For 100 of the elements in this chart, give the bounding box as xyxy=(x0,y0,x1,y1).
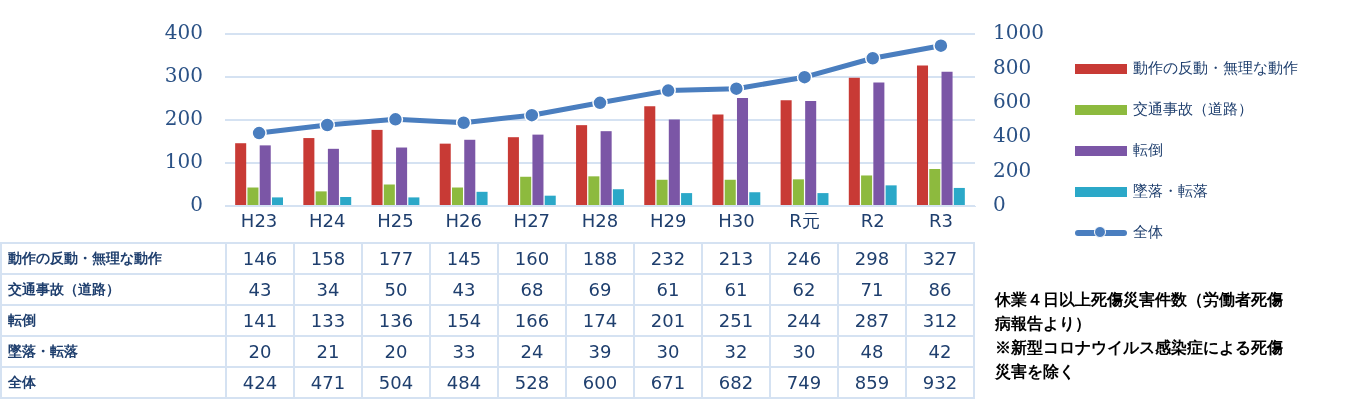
y-tick-label: 0 xyxy=(190,192,203,217)
data-label: 24 xyxy=(498,336,566,367)
x-tick-label: R元 xyxy=(789,210,820,232)
bar xyxy=(396,147,408,205)
text: 墜落・転落 xyxy=(8,342,78,359)
data-label: 158 xyxy=(294,243,362,274)
data-label: 154 xyxy=(430,305,498,336)
point xyxy=(933,37,949,54)
data-label: 133 xyxy=(294,305,362,336)
x-tick-label: H23 xyxy=(240,210,278,232)
data-label: 145 xyxy=(430,243,498,274)
data-label: 600 xyxy=(566,367,634,398)
x-tick-label: H30 xyxy=(718,210,755,232)
bar xyxy=(507,137,519,205)
data-label: 251 xyxy=(702,305,770,336)
bar xyxy=(712,114,724,205)
data-label: 749 xyxy=(770,367,838,398)
bar xyxy=(340,196,352,205)
data-label: 424 xyxy=(226,367,294,398)
data-label: 42 xyxy=(906,336,974,367)
data-label: 43 xyxy=(430,274,498,305)
text: 動作の反動・無理な動作 xyxy=(8,249,162,266)
bar xyxy=(439,143,451,205)
legend-label: 転倒 xyxy=(1133,141,1163,160)
data-label: 177 xyxy=(362,243,430,274)
x-tick-label: H27 xyxy=(513,210,551,232)
text: 転倒 xyxy=(8,311,36,328)
bar xyxy=(612,189,624,205)
bar xyxy=(656,179,668,205)
data-label: 859 xyxy=(838,367,906,398)
bar xyxy=(476,191,488,205)
y2-tick-label: 800 xyxy=(993,54,1032,79)
bar xyxy=(315,191,327,205)
x-tick-label: H29 xyxy=(649,210,687,232)
data-label: 21 xyxy=(294,336,362,367)
data-label: 20 xyxy=(362,336,430,367)
point xyxy=(387,111,404,128)
point xyxy=(251,125,267,141)
bar xyxy=(247,187,259,205)
x-tick-label: H28 xyxy=(581,210,619,232)
data-label: 160 xyxy=(498,243,566,274)
bar xyxy=(235,143,247,205)
legend-label: 全体 xyxy=(1133,223,1163,242)
bar xyxy=(780,100,792,205)
legend-label: 動作の反動・無理な動作 xyxy=(1133,59,1298,78)
bar xyxy=(724,179,736,205)
bar xyxy=(383,184,395,205)
bar xyxy=(953,187,965,205)
bar xyxy=(259,145,271,205)
point xyxy=(319,117,336,133)
data-label: 62 xyxy=(770,274,838,305)
y-tick-label: 300 xyxy=(164,63,203,88)
bar xyxy=(817,193,829,205)
data-label: 312 xyxy=(906,305,974,336)
data-label: 484 xyxy=(430,367,498,398)
data-label: 671 xyxy=(634,367,702,398)
bar xyxy=(327,148,339,205)
legend-label: 墜落・転落 xyxy=(1133,182,1208,201)
data-label: 504 xyxy=(362,367,430,398)
data-label: 20 xyxy=(226,336,294,367)
bar xyxy=(520,176,532,205)
bar xyxy=(644,106,656,205)
bar xyxy=(916,65,929,205)
y-tick-label: 200 xyxy=(164,106,203,131)
data-label: 146 xyxy=(226,243,294,274)
data-label: 50 xyxy=(362,274,430,305)
y2-tick-label: 400 xyxy=(993,123,1032,148)
point xyxy=(592,95,608,111)
data-label: 33 xyxy=(430,336,498,367)
data-label: 141 xyxy=(226,305,294,336)
bar xyxy=(861,175,873,205)
point xyxy=(796,69,813,85)
bar xyxy=(408,197,420,205)
data-label: 69 xyxy=(566,274,634,305)
text: 全体 xyxy=(8,373,36,390)
x-tick-label: H24 xyxy=(309,210,346,232)
bar xyxy=(929,169,941,205)
bar xyxy=(941,71,953,205)
y2-tick-label: 1000 xyxy=(993,20,1044,45)
data-label: 39 xyxy=(566,336,634,367)
y2-tick-label: 0 xyxy=(993,192,1006,217)
bar xyxy=(885,185,897,205)
x-tick-label: R2 xyxy=(860,210,885,232)
bar xyxy=(848,77,860,205)
data-label: 682 xyxy=(702,367,770,398)
point xyxy=(455,115,472,131)
bar xyxy=(600,131,612,205)
data-label: 244 xyxy=(770,305,838,336)
bar xyxy=(736,98,749,205)
data-label: 471 xyxy=(294,367,362,398)
data-label: 71 xyxy=(838,274,906,305)
y-tick-label: 100 xyxy=(164,149,203,174)
data-label: 174 xyxy=(566,305,634,336)
bar xyxy=(303,138,315,205)
data-label: 61 xyxy=(702,274,770,305)
data-label: 48 xyxy=(838,336,906,367)
y2-tick-label: 600 xyxy=(993,89,1032,113)
point xyxy=(864,50,881,66)
text: 交通事故（道路） xyxy=(8,280,120,297)
bar xyxy=(588,176,600,205)
